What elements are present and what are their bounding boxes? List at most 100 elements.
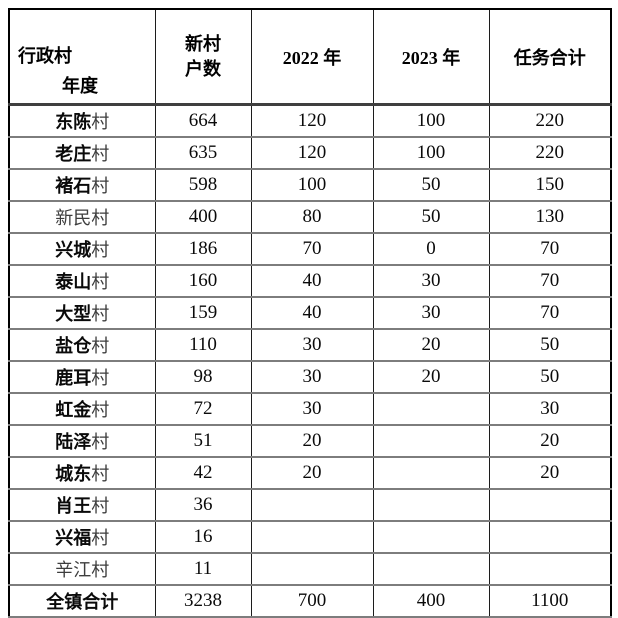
cell-2023 [372, 552, 490, 586]
cell-2022: 40 [250, 264, 374, 298]
cell-village-name: 陆泽村 [8, 424, 156, 458]
village-name-main: 泰山 [55, 272, 92, 292]
village-name-suffix: 村 [91, 464, 110, 484]
cell-village-name: 兴城村 [8, 232, 156, 266]
village-name-suffix: 辛江村 [55, 560, 110, 580]
header-village-label: 行政村 [18, 46, 72, 66]
table-row: 大型村 159 40 30 70 [8, 296, 612, 330]
header-households: 新村 户数 [154, 9, 252, 106]
cell-village-name: 城东村 [8, 456, 156, 490]
cell-2023 [372, 424, 490, 458]
cell-task-total: 30 [488, 392, 612, 426]
village-name-suffix: 村 [91, 496, 110, 516]
village-name-main: 大型 [55, 304, 92, 324]
village-name-main: 虹金 [55, 400, 92, 420]
cell-2022 [250, 520, 374, 554]
village-name-main: 城东 [55, 464, 92, 484]
cell-2023: 400 [372, 584, 490, 618]
cell-2023 [372, 392, 490, 426]
cell-task-total: 50 [488, 360, 612, 394]
cell-households: 598 [154, 168, 252, 202]
cell-village-name: 辛江村 [8, 552, 156, 586]
cell-task-total [488, 552, 612, 586]
header-2022: 2022 年 [250, 9, 374, 106]
cell-households: 72 [154, 392, 252, 426]
cell-task-total: 130 [488, 200, 612, 234]
village-name-main: 陆泽 [55, 432, 92, 452]
cell-2022: 700 [250, 584, 374, 618]
cell-task-total: 70 [488, 232, 612, 266]
cell-2022 [250, 552, 374, 586]
village-name-suffix: 村 [91, 112, 110, 132]
cell-task-total: 50 [488, 328, 612, 362]
village-name-suffix: 村 [91, 336, 110, 356]
village-name-main: 褚石 [55, 176, 92, 196]
cell-village-name: 褚石村 [8, 168, 156, 202]
cell-2022: 80 [250, 200, 374, 234]
cell-2023: 0 [372, 232, 490, 266]
village-name-suffix: 村 [91, 368, 110, 388]
cell-village-name: 虹金村 [8, 392, 156, 426]
cell-task-total: 220 [488, 136, 612, 170]
cell-2022: 70 [250, 232, 374, 266]
table-row: 兴福村 16 [8, 520, 612, 554]
cell-households: 11 [154, 552, 252, 586]
table-header: 行政村 年度 新村 户数 2022 年 2023 年 任务合计 [8, 9, 612, 106]
cell-2023: 20 [372, 328, 490, 362]
cell-village-name: 大型村 [8, 296, 156, 330]
village-name-suffix: 村 [91, 528, 110, 548]
cell-households: 16 [154, 520, 252, 554]
cell-2022: 100 [250, 168, 374, 202]
page: 行政村 年度 新村 户数 2022 年 2023 年 任务合计 东陈村 664 12… [8, 8, 612, 618]
village-name-main: 肖王 [55, 496, 92, 516]
cell-village-name: 新民村 [8, 200, 156, 234]
village-name-main: 全镇合计 [46, 592, 119, 612]
header-2023: 2023 年 [372, 9, 490, 106]
cell-households: 36 [154, 488, 252, 522]
cell-2022: 20 [250, 424, 374, 458]
table-row: 城东村 42 20 20 [8, 456, 612, 490]
cell-task-total: 20 [488, 456, 612, 490]
table-row: 鹿耳村 98 30 20 50 [8, 360, 612, 394]
village-name-main: 兴福 [55, 528, 92, 548]
cell-2023: 100 [372, 136, 490, 170]
cell-households: 635 [154, 136, 252, 170]
cell-2022: 120 [250, 103, 374, 138]
village-name-suffix: 村 [91, 432, 110, 452]
village-name-suffix: 村 [91, 144, 110, 164]
table-body: 东陈村 664 120 100 220 老庄村 635 120 100 220 褚石村 598 100 5… [8, 103, 612, 618]
cell-village-name: 鹿耳村 [8, 360, 156, 394]
header-row: 行政村 年度 新村 户数 2022 年 2023 年 任务合计 [8, 9, 612, 106]
cell-2022: 20 [250, 456, 374, 490]
cell-village-name: 肖王村 [8, 488, 156, 522]
header-corner-cell: 行政村 年度 [8, 9, 156, 106]
table-row: 东陈村 664 120 100 220 [8, 103, 612, 138]
cell-2022: 40 [250, 296, 374, 330]
cell-households: 98 [154, 360, 252, 394]
cell-task-total: 70 [488, 296, 612, 330]
cell-households: 3238 [154, 584, 252, 618]
cell-2023: 50 [372, 168, 490, 202]
cell-households: 400 [154, 200, 252, 234]
cell-2022: 30 [250, 392, 374, 426]
cell-task-total: 1100 [488, 584, 612, 618]
header-year-label: 年度 [62, 76, 98, 96]
cell-households: 160 [154, 264, 252, 298]
village-name-main: 兴城 [55, 240, 92, 260]
village-name-suffix: 村 [91, 400, 110, 420]
table-row: 陆泽村 51 20 20 [8, 424, 612, 458]
village-name-main: 盐仓 [55, 336, 92, 356]
cell-task-total [488, 520, 612, 554]
cell-2023 [372, 456, 490, 490]
cell-task-total: 220 [488, 103, 612, 138]
total-row: 全镇合计 3238 700 400 1100 [8, 584, 612, 618]
cell-2022: 30 [250, 360, 374, 394]
cell-village-name: 盐仓村 [8, 328, 156, 362]
table-row: 虹金村 72 30 30 [8, 392, 612, 426]
cell-village-name: 泰山村 [8, 264, 156, 298]
village-name-suffix: 村 [91, 240, 110, 260]
cell-households: 186 [154, 232, 252, 266]
cell-village-name: 老庄村 [8, 136, 156, 170]
village-name-suffix: 村 [91, 176, 110, 196]
header-households-line1: 新村 [185, 34, 221, 55]
